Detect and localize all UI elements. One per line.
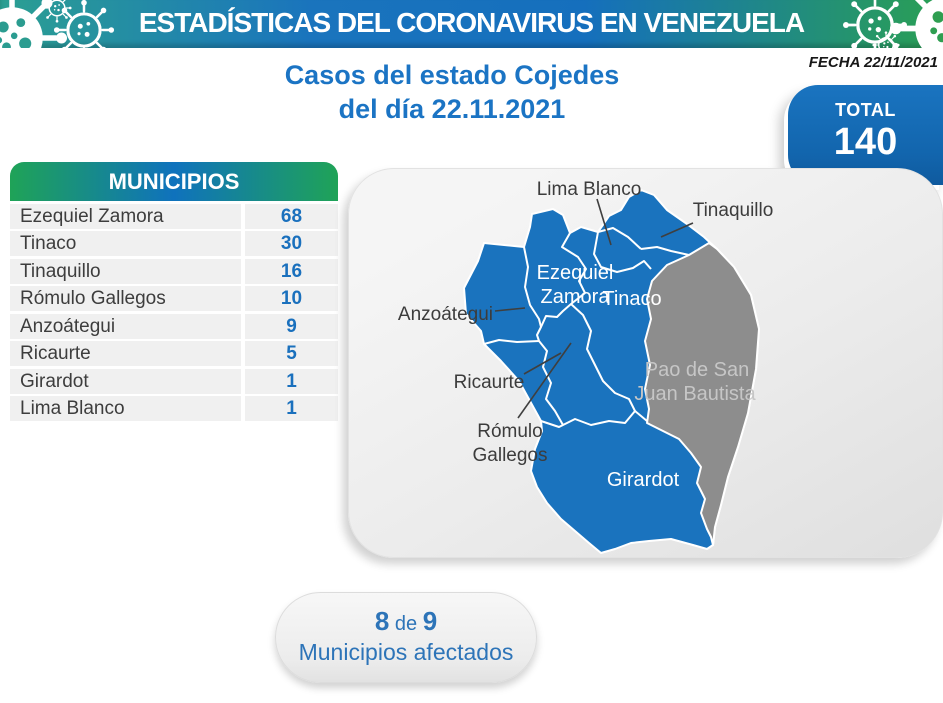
total-value: 140 xyxy=(833,121,898,163)
table-row: Tinaquillo 16 xyxy=(10,258,338,284)
region-pao-de-san-juan-bautista xyxy=(644,242,760,546)
municipio-name: Lima Blanco xyxy=(10,396,241,421)
map-label-romulo-line2: Gallegos xyxy=(473,445,548,466)
municipio-value: 1 xyxy=(245,368,338,394)
total-label: TOTAL xyxy=(835,100,896,120)
map-label-ricaurte: Ricaurte xyxy=(454,372,525,393)
table-row: Lima Blanco 1 xyxy=(10,396,338,421)
municipio-name: Girardot xyxy=(10,368,241,394)
cojedes-map: Lima Blanco Tinaquillo Anzoátegui Ricaur… xyxy=(398,179,774,554)
municipio-value: 30 xyxy=(245,231,338,256)
municipio-value: 5 xyxy=(245,341,338,366)
page-title: Casos del estado Cojedes del día 22.11.2… xyxy=(237,58,667,126)
map-panel: Lima Blanco Tinaquillo Anzoátegui Ricaur… xyxy=(348,168,943,558)
municipio-value: 9 xyxy=(245,313,338,339)
table-row: Tinaco 30 xyxy=(10,231,338,256)
map-label-tinaco: Tinaco xyxy=(602,288,661,310)
municipios-table: MUNICIPIOS Ezequiel Zamora 68 Tinaco 30 … xyxy=(10,162,338,421)
table-header: MUNICIPIOS xyxy=(10,162,338,201)
app-title: ESTADÍSTICAS DEL CORONAVIRUS EN VENEZUEL… xyxy=(138,7,805,38)
map-label-pao-line2: Juan Bautista xyxy=(634,383,756,405)
table-row: Girardot 1 xyxy=(10,368,338,394)
affected-count-line: 8 de 9 xyxy=(276,606,536,637)
municipio-name: Ricaurte xyxy=(10,341,241,366)
municipio-name: Rómulo Gallegos xyxy=(10,286,241,311)
header-bar: ESTADÍSTICAS DEL CORONAVIRUS EN VENEZUEL… xyxy=(0,0,943,48)
municipal-borders xyxy=(483,227,690,428)
map-label-ezequiel-line2: Zamora xyxy=(541,286,611,308)
map-label-lima-blanco: Lima Blanco xyxy=(537,179,642,200)
map-label-romulo-line1: Rómulo xyxy=(477,421,542,442)
table-row: Rómulo Gallegos 10 xyxy=(10,286,338,311)
table-row: Anzoátegui 9 xyxy=(10,313,338,339)
date-label: FECHA 22/11/2021 xyxy=(808,54,938,71)
municipio-value: 16 xyxy=(245,258,338,284)
municipio-name: Tinaco xyxy=(10,231,241,256)
municipio-name: Ezequiel Zamora xyxy=(10,203,241,229)
map-label-ezequiel-line1: Ezequiel xyxy=(537,262,614,284)
page-title-line1: Casos del estado Cojedes xyxy=(284,60,620,90)
municipio-name: Anzoátegui xyxy=(10,313,241,339)
page-title-line2: del día 22.11.2021 xyxy=(338,94,566,124)
affected-caption: Municipios afectados xyxy=(298,639,514,665)
municipio-value: 68 xyxy=(245,203,338,229)
map-label-tinaquillo: Tinaquillo xyxy=(693,200,774,221)
municipio-name: Tinaquillo xyxy=(10,258,241,284)
table-row: Ricaurte 5 xyxy=(10,341,338,366)
affected-of-label: de xyxy=(394,613,418,635)
map-label-anzoategui: Anzoátegui xyxy=(398,304,493,325)
leader-lines xyxy=(494,198,694,419)
table-row: Ezequiel Zamora 68 xyxy=(10,203,338,229)
map-label-girardot: Girardot xyxy=(607,469,680,491)
affected-total: 9 xyxy=(422,606,438,636)
affected-count: 8 xyxy=(374,606,390,636)
municipio-value: 10 xyxy=(245,286,338,311)
municipio-value: 1 xyxy=(245,396,338,421)
map-label-pao-line1: Pao de San xyxy=(645,359,750,381)
affected-pill: 8 de 9 Municipios afectados xyxy=(275,592,537,683)
